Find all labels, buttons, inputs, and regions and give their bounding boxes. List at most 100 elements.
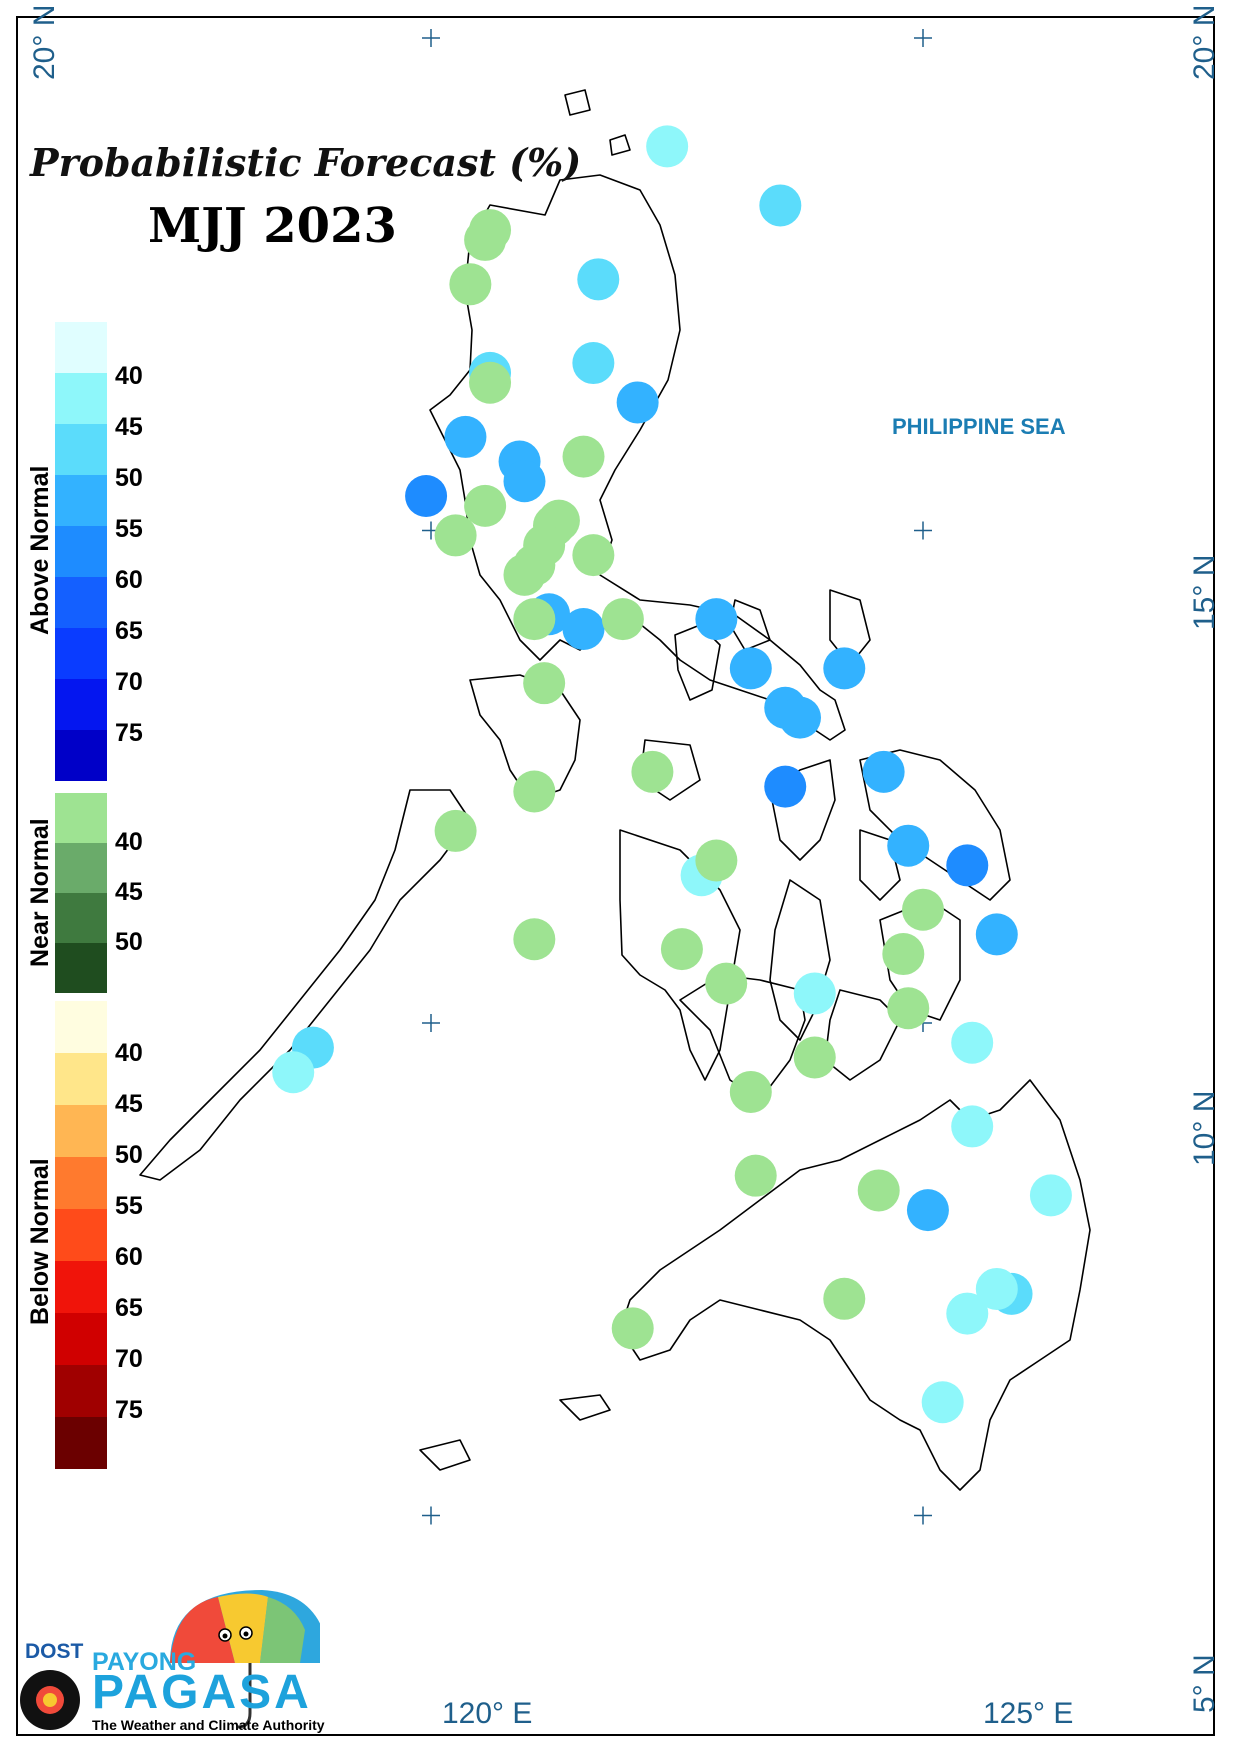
legend-swatch [55,893,107,943]
station-near-normal [660,928,703,971]
station-markers [272,125,1072,1424]
coastline-segment [559,1394,611,1421]
station-above-normal [503,460,546,503]
station-near-normal [464,218,507,261]
station-above-normal [951,1021,994,1064]
legend-tick-label: 50 [115,464,143,492]
station-above-normal [951,1105,994,1148]
station-near-normal [469,361,512,404]
station-near-normal [523,662,566,705]
station-above-normal [695,598,738,641]
station-near-normal [513,918,556,961]
station-near-normal [611,1307,654,1350]
lon-125-label: 125° E [983,1697,1074,1730]
map-title: Probabilistic Forecast (%) [30,140,582,185]
legend-tick-label: 60 [115,566,143,594]
legend-tick-label: 40 [115,828,143,856]
station-above-normal [946,844,989,887]
legend-swatch [55,1209,107,1261]
legend-tick-label: 55 [115,515,143,543]
station-above-normal [572,342,615,385]
station-above-normal [1029,1174,1072,1217]
station-above-normal [793,972,836,1015]
legend-swatch [55,1417,107,1469]
coastline-segment [829,589,871,666]
station-near-normal [857,1169,900,1212]
station-near-normal [729,1070,772,1113]
station-near-normal [503,553,546,596]
philippines-coastline [139,89,1091,1491]
station-near-normal [572,534,615,577]
station-above-normal [975,1267,1018,1310]
station-above-normal [862,750,905,793]
lat-5-label: 5° N [1188,1654,1221,1713]
coastline-segment [564,89,591,116]
station-near-normal [434,809,477,852]
graticule-cross-icon [422,29,440,47]
payong-text: PAYONG [92,1648,197,1676]
coastline-segment [769,879,831,1041]
legend-above-normal-label: Above Normal [26,465,54,635]
station-above-normal [764,765,807,808]
legend-tick-label: 70 [115,668,143,696]
station-near-normal [631,750,674,793]
station-near-normal [887,987,930,1030]
legend-swatch [55,526,107,577]
legend-swatch [55,1365,107,1417]
legend-swatch [55,843,107,893]
graticule-cross-icon [914,1506,932,1525]
station-near-normal [882,933,925,976]
legend-tick-label: 55 [115,1192,143,1220]
coastline-segment [139,789,471,1181]
legend-swatch [55,1105,107,1157]
pagasa-logo [20,1590,320,1730]
coastline-segment [859,829,901,901]
legend-swatch [55,373,107,424]
legend-tick-label: 75 [115,1396,143,1424]
graticule-cross-icon [422,1014,440,1032]
station-above-normal [577,258,620,301]
pagasa-text: PAGASA [92,1666,312,1719]
legend-tick-label: 50 [115,928,143,956]
legend-below-normal-label: Below Normal [26,1158,54,1325]
legend-swatch [55,1313,107,1365]
lon-120-label: 120° E [442,1697,533,1730]
legend-swatch [55,628,107,679]
station-above-normal [887,824,930,867]
legend-tick-label: 45 [115,1090,143,1118]
legend-tick-label: 45 [115,878,143,906]
legend-swatch [55,943,107,993]
pagasa-tagline: The Weather and Climate Authority [92,1717,325,1733]
station-above-normal [562,608,605,650]
legend-tick-label: 75 [115,719,143,747]
umbrella-icon [170,1590,320,1729]
station-above-normal [405,475,448,518]
station-near-normal [464,484,507,527]
graticule-cross-icon [422,1506,440,1525]
station-above-normal [729,647,772,690]
legend-swatch [55,1053,107,1105]
station-near-normal [434,514,477,557]
graticule-cross-icon [914,29,932,47]
legend-tick-label: 40 [115,362,143,390]
station-near-normal [695,839,738,882]
station-near-normal [601,598,644,641]
station-above-normal [946,1292,989,1335]
legend-swatch [55,577,107,628]
lat-10-label: 10° N [1188,1090,1221,1166]
coastline-segment [769,759,836,861]
station-above-normal [272,1051,315,1094]
legend-tick-label: 50 [115,1141,143,1169]
forecast-period: MJJ 2023 [148,198,397,254]
legend-swatch [55,1001,107,1053]
legend-swatch [55,1261,107,1313]
legend-tick-label: 70 [115,1345,143,1373]
station-above-normal [646,125,689,168]
station-above-normal [975,913,1018,956]
legend-swatch [55,475,107,526]
station-near-normal [513,598,556,641]
legend-tick-label: 65 [115,617,143,645]
coastline-segment [419,1439,471,1471]
station-above-normal [823,647,866,690]
